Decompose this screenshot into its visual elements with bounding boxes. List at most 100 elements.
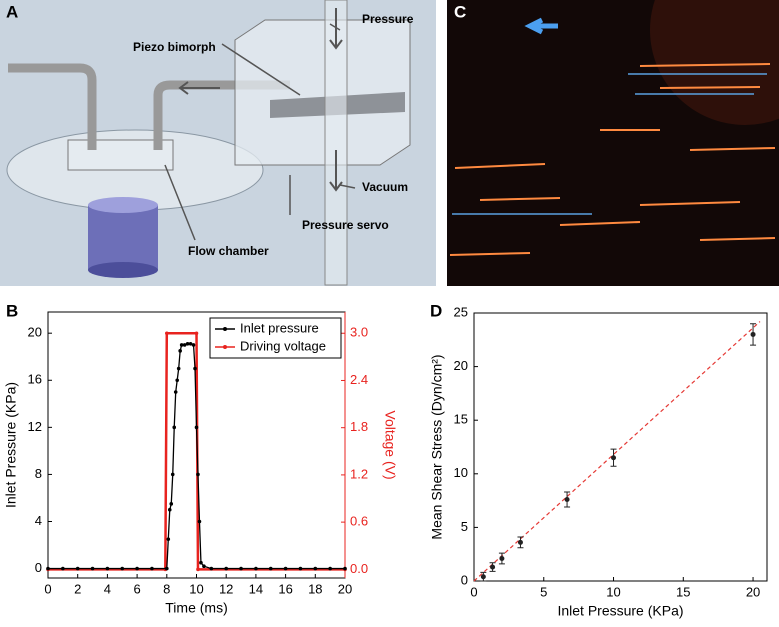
- diagram-label: Pressure: [362, 12, 414, 26]
- objective-top: [88, 197, 158, 213]
- fit-line: [473, 321, 761, 582]
- data-point: [517, 539, 523, 545]
- series-marker: [283, 566, 288, 571]
- series-marker: [165, 331, 169, 336]
- diagram-label: Vacuum: [362, 180, 408, 194]
- series-marker: [170, 472, 175, 477]
- series-marker: [209, 566, 214, 571]
- data-point: [499, 555, 505, 561]
- y2-tick-label: 1.8: [350, 419, 368, 434]
- legend-label: Driving voltage: [240, 338, 326, 353]
- series-marker: [188, 341, 193, 346]
- series-marker: [75, 566, 80, 571]
- y2-tick-label: 0.0: [350, 561, 368, 576]
- x-tick-label: 12: [219, 581, 233, 596]
- series-marker: [197, 519, 202, 524]
- series-marker: [175, 378, 179, 383]
- x-tick-label: 10: [189, 581, 203, 596]
- streaks: [449, 63, 776, 256]
- x-tick-label: 4: [104, 581, 111, 596]
- series-marker: [150, 566, 154, 571]
- series-marker: [179, 343, 184, 347]
- tube: [153, 80, 290, 150]
- series-marker: [90, 566, 95, 571]
- legend-label: Inlet pressure: [240, 320, 319, 335]
- x-tick-label: 0: [44, 581, 51, 596]
- series-marker: [165, 566, 169, 571]
- series-marker: [120, 566, 125, 571]
- y2-tick-label: 0.6: [350, 514, 368, 529]
- series-marker: [239, 566, 243, 571]
- panel-c: [447, 0, 779, 286]
- diagram-label: Pressure servo: [302, 218, 389, 232]
- series-marker: [193, 366, 197, 371]
- plot-frame: [473, 312, 768, 582]
- series-line: [48, 331, 345, 571]
- series-marker: [178, 349, 182, 353]
- y-tick-label: 0: [35, 560, 42, 575]
- data-point: [611, 455, 617, 461]
- series-marker: [196, 567, 200, 572]
- data-point: [490, 564, 496, 570]
- series-marker: [105, 566, 110, 571]
- scale-lines: [452, 73, 767, 215]
- panel-label: D: [430, 301, 442, 320]
- series-marker: [46, 566, 50, 571]
- diagram-label: Piezo bimorph: [133, 40, 216, 54]
- pipe: [324, 0, 348, 286]
- series-marker: [196, 472, 200, 477]
- x-tick-label: 5: [540, 584, 547, 599]
- y-tick-label: 20: [454, 358, 468, 373]
- series-marker: [254, 566, 258, 571]
- y-axis-label: Mean Shear Stress (Dyn/cm²): [429, 354, 445, 539]
- x-tick-label: 2: [74, 581, 81, 596]
- x-tick-label: 0: [470, 584, 477, 599]
- y-tick-label: 10: [454, 465, 468, 480]
- x-tick-label: 6: [133, 581, 140, 596]
- x-tick-label: 14: [249, 581, 263, 596]
- y-tick-label: 15: [454, 412, 468, 427]
- x-axis-label: Time (ms): [165, 600, 227, 616]
- series-marker: [61, 566, 65, 571]
- objective: [88, 205, 158, 270]
- x-tick-label: 20: [746, 584, 760, 599]
- series-marker: [169, 502, 174, 506]
- y-tick-label: 25: [454, 304, 468, 319]
- servo-box: [234, 19, 411, 166]
- y2-tick-label: 1.2: [350, 466, 368, 481]
- legend-box: [209, 317, 342, 359]
- y2-tick-label: 3.0: [350, 325, 368, 340]
- series-marker: [191, 343, 196, 347]
- y-tick-label: 12: [28, 419, 42, 434]
- x-axis-label: Inlet Pressure (KPa): [557, 603, 683, 619]
- series-marker: [268, 566, 273, 571]
- x-tick-label: 16: [278, 581, 292, 596]
- series-marker: [298, 566, 303, 571]
- series-marker: [343, 566, 347, 571]
- y2-axis-label: Voltage (V): [382, 410, 398, 479]
- x-tick-label: 8: [163, 581, 170, 596]
- panel-label: A: [6, 2, 18, 21]
- objective-bottom: [88, 262, 158, 278]
- series-marker: [185, 341, 190, 346]
- data-point: [480, 574, 486, 580]
- diagram-label: Flow chamber: [188, 244, 269, 258]
- y-tick-label: 4: [35, 513, 42, 528]
- flow-arrow: [524, 17, 558, 35]
- y2-tick-label: 2.4: [350, 372, 368, 387]
- series-marker: [173, 390, 178, 394]
- x-tick-label: 10: [606, 584, 620, 599]
- legend-marker: [223, 345, 227, 349]
- series-marker: [166, 537, 171, 541]
- data-point: [750, 331, 756, 337]
- series-marker: [328, 566, 332, 571]
- series-marker: [182, 343, 187, 347]
- y-tick-label: 16: [28, 372, 42, 387]
- panel-label: C: [454, 2, 466, 21]
- series-marker: [194, 331, 199, 336]
- series-marker: [172, 425, 177, 430]
- x-tick-label: 15: [676, 584, 690, 599]
- legend-marker: [223, 327, 227, 331]
- y-tick-label: 0: [461, 572, 468, 587]
